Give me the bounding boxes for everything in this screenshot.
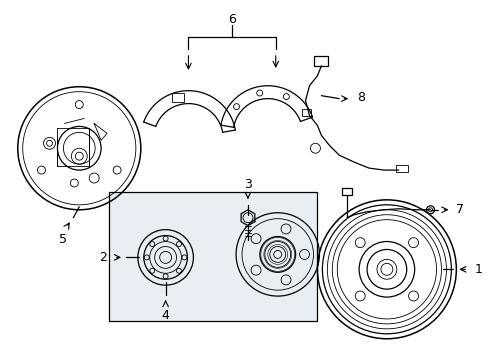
Text: 8: 8 xyxy=(356,91,365,104)
Text: 5: 5 xyxy=(59,233,67,246)
Bar xyxy=(171,93,183,102)
Bar xyxy=(395,165,407,172)
Bar xyxy=(301,109,311,117)
Text: 1: 1 xyxy=(473,263,481,276)
Text: 7: 7 xyxy=(455,203,464,216)
Text: 6: 6 xyxy=(228,13,236,26)
Text: 2: 2 xyxy=(99,251,107,264)
Bar xyxy=(109,192,317,321)
Text: 4: 4 xyxy=(162,309,169,322)
Text: 3: 3 xyxy=(244,178,251,191)
Bar xyxy=(314,56,327,66)
Bar xyxy=(342,188,351,195)
